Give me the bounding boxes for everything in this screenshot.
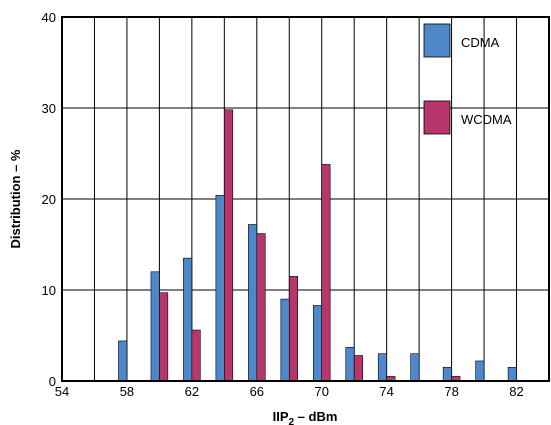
bar-cdma bbox=[183, 257, 193, 382]
bar-wcdma bbox=[288, 276, 299, 382]
bar-wcdma bbox=[191, 329, 201, 382]
legend-label-cdma: CDMA bbox=[461, 35, 500, 50]
x-axis-title-subscript: 2 bbox=[289, 417, 295, 425]
bar-cdma bbox=[280, 298, 290, 382]
bar-cdma bbox=[118, 340, 128, 382]
bar-wcdma bbox=[224, 109, 234, 382]
bar-cdma bbox=[248, 224, 258, 382]
x-axis-title: IIP2 – dBm bbox=[273, 409, 338, 425]
x-tick-label: 58 bbox=[120, 384, 134, 399]
y-tick-labels: 0 10 20 30 40 bbox=[42, 10, 56, 389]
y-tick-label: 20 bbox=[42, 192, 56, 207]
bar-cdma bbox=[475, 360, 485, 382]
plot-frame bbox=[61, 16, 550, 382]
x-tick-label: 82 bbox=[509, 384, 523, 399]
bar-wcdma bbox=[159, 292, 169, 382]
bar-cdma bbox=[410, 353, 420, 382]
bar-cdma bbox=[150, 271, 160, 382]
y-tick-label: 40 bbox=[42, 10, 56, 25]
bar-cdma bbox=[312, 305, 323, 382]
x-axis-title-main: IIP bbox=[273, 409, 289, 424]
legend-label-wcdma: WCDMA bbox=[461, 112, 512, 127]
y-tick-label: 0 bbox=[49, 374, 56, 389]
x-tick-label: 74 bbox=[379, 384, 393, 399]
x-axis-title-suffix: – dBm bbox=[294, 409, 337, 424]
legend-swatch-cdma bbox=[423, 23, 451, 58]
x-tick-label: 66 bbox=[250, 384, 264, 399]
x-tick-label: 62 bbox=[185, 384, 199, 399]
bar-wcdma bbox=[256, 233, 266, 382]
bar-cdma bbox=[215, 195, 225, 382]
bar-wcdma bbox=[321, 164, 331, 382]
legend-swatch-wcdma bbox=[423, 100, 451, 135]
x-tick-labels: 54 58 62 66 70 74 78 82 bbox=[55, 384, 524, 399]
bar-cdma bbox=[507, 367, 517, 382]
y-tick-label: 30 bbox=[42, 101, 56, 116]
x-tick-label: 54 bbox=[55, 384, 69, 399]
x-tick-label: 70 bbox=[314, 384, 328, 399]
x-tick-label: 78 bbox=[444, 384, 458, 399]
legend: CDMA WCDMA bbox=[423, 23, 512, 135]
bars bbox=[118, 109, 517, 382]
grid-lines bbox=[62, 17, 549, 381]
y-axis-title: Distribution – % bbox=[8, 149, 23, 248]
bar-cdma bbox=[377, 353, 387, 382]
bar-cdma bbox=[345, 347, 355, 382]
y-tick-label: 10 bbox=[42, 283, 56, 298]
bar-cdma bbox=[442, 367, 452, 382]
bar-wcdma bbox=[353, 355, 363, 382]
